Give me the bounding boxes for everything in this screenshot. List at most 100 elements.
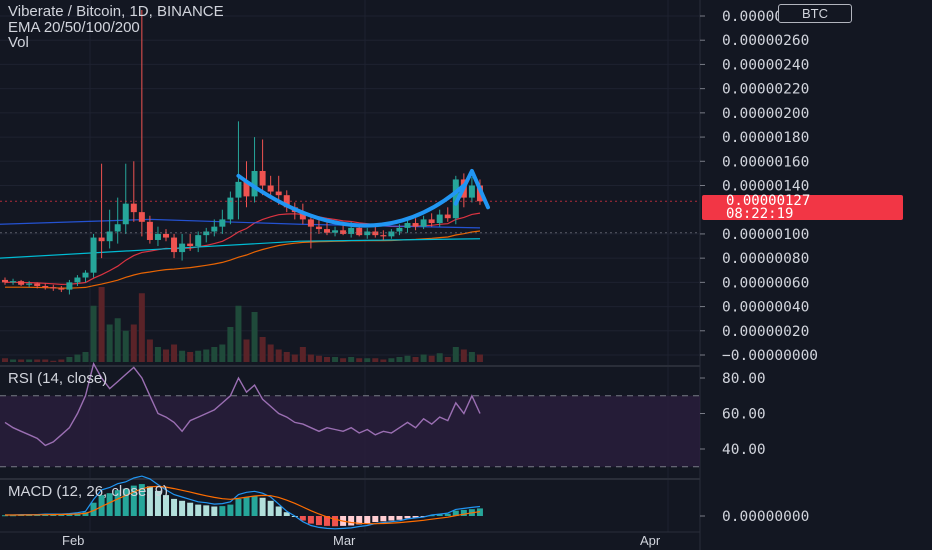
candle-body xyxy=(10,281,17,283)
macd-histogram-bar xyxy=(171,498,178,516)
macd-histogram-bar xyxy=(356,516,363,525)
volume-bar xyxy=(163,349,169,362)
volume-bar xyxy=(34,359,41,362)
candle-body xyxy=(66,282,73,290)
macd-histogram-bar xyxy=(388,516,395,521)
price-axis-label: 0.00000180 xyxy=(722,130,809,146)
last-price-tag: 0.00000127 08:22:19 xyxy=(702,194,903,222)
volume-bar xyxy=(114,318,121,362)
candle-body xyxy=(211,226,218,232)
candle-body xyxy=(138,212,145,222)
volume-bar xyxy=(324,357,330,362)
rsi-legend[interactable]: RSI (14, close) xyxy=(8,370,108,387)
macd-histogram-bar xyxy=(195,504,202,516)
rsi-axis-label: 40.00 xyxy=(722,442,766,458)
macd-histogram-bar xyxy=(146,486,153,516)
volume-bar xyxy=(219,344,226,362)
candle-body xyxy=(243,181,250,197)
candle-body xyxy=(299,212,306,220)
currency-badge[interactable]: BTC xyxy=(778,4,852,23)
macd-histogram-bar xyxy=(163,495,169,516)
volume-bar xyxy=(356,358,363,362)
macd-histogram-bar xyxy=(372,516,379,523)
macd-histogram-bar xyxy=(2,515,8,517)
macd-histogram-bar xyxy=(404,516,411,519)
candle-body xyxy=(235,181,242,198)
candle-body xyxy=(348,227,355,234)
price-axis-label: −0.00000000 xyxy=(722,348,818,364)
macd-line xyxy=(5,475,481,530)
price-axis-label: 0.00000020 xyxy=(722,324,809,340)
volume-bar xyxy=(138,293,145,362)
candle-body xyxy=(396,227,403,232)
macd-histogram-bar xyxy=(130,485,137,516)
candle-body xyxy=(251,170,258,197)
macd-legend[interactable]: MACD (12, 26, close, 9) xyxy=(8,483,169,500)
volume-bar xyxy=(404,355,411,362)
volume-bar xyxy=(275,349,282,362)
volume-bar xyxy=(436,353,443,362)
volume-bar xyxy=(388,358,395,362)
volume-bar xyxy=(179,350,186,362)
candle-body xyxy=(114,224,121,232)
candle-body xyxy=(428,219,435,224)
candle-body xyxy=(380,235,387,237)
rsi-axis-label: 80.00 xyxy=(722,371,766,387)
price-axis-label: 0.00000220 xyxy=(722,82,809,98)
volume-bar xyxy=(396,357,403,362)
candle-body xyxy=(219,219,226,227)
ema-legend[interactable]: EMA 20/50/100/200 xyxy=(8,19,140,36)
macd-histogram-bar xyxy=(179,500,186,516)
volume-bar xyxy=(106,324,113,362)
macd-histogram-bar xyxy=(66,514,73,516)
volume-bar xyxy=(452,347,459,362)
volume-bar xyxy=(251,312,258,362)
candle-body xyxy=(2,279,8,283)
candle-body xyxy=(356,227,363,236)
volume-bar xyxy=(348,357,355,362)
volume-bar xyxy=(58,359,65,362)
volume-bar xyxy=(195,350,202,362)
macd-histogram-bar xyxy=(436,514,443,516)
symbol-legend[interactable]: Viberate / Bitcoin, 1D, BINANCE xyxy=(8,3,224,20)
macd-histogram-bar xyxy=(90,502,97,516)
volume-legend[interactable]: Vol xyxy=(8,34,29,51)
time-axis-label: Apr xyxy=(640,533,661,548)
candle-body xyxy=(267,185,274,192)
candle-body xyxy=(227,197,234,220)
volume-bar xyxy=(315,355,322,362)
volume-bar xyxy=(235,305,242,362)
candle-body xyxy=(259,170,266,186)
candle-body xyxy=(203,231,210,236)
price-axis-label: 0.00000260 xyxy=(722,33,809,49)
volume-bar xyxy=(420,354,427,362)
candle-body xyxy=(436,214,443,224)
macd-histogram-bar xyxy=(444,513,451,516)
macd-histogram-bar xyxy=(364,516,371,524)
candle-body xyxy=(468,185,475,198)
macd-histogram-bar xyxy=(154,490,161,516)
macd-histogram-bar xyxy=(243,497,250,516)
volume-bar xyxy=(90,305,97,362)
bar-countdown: 08:22:19 xyxy=(726,205,794,222)
macd-histogram-bar xyxy=(98,495,105,516)
macd-histogram-bar xyxy=(10,515,17,517)
candle-body xyxy=(364,231,371,236)
macd-histogram-bar xyxy=(114,490,121,516)
volume-bar xyxy=(122,330,129,362)
volume-bar xyxy=(82,352,89,362)
macd-histogram-bar xyxy=(219,506,226,516)
volume-bar xyxy=(460,349,467,362)
macd-histogram-bar xyxy=(211,506,218,516)
macd-histogram-bar xyxy=(332,516,339,527)
volume-bar xyxy=(283,352,290,362)
macd-histogram-bar xyxy=(50,514,57,516)
macd-histogram-bar xyxy=(259,497,266,516)
volume-bar xyxy=(476,354,483,362)
time-axis-label: Mar xyxy=(333,533,356,548)
volume-bar xyxy=(146,339,153,362)
volume-bar xyxy=(380,359,387,362)
macd-histogram-bar xyxy=(235,498,242,516)
volume-bar xyxy=(66,357,73,362)
